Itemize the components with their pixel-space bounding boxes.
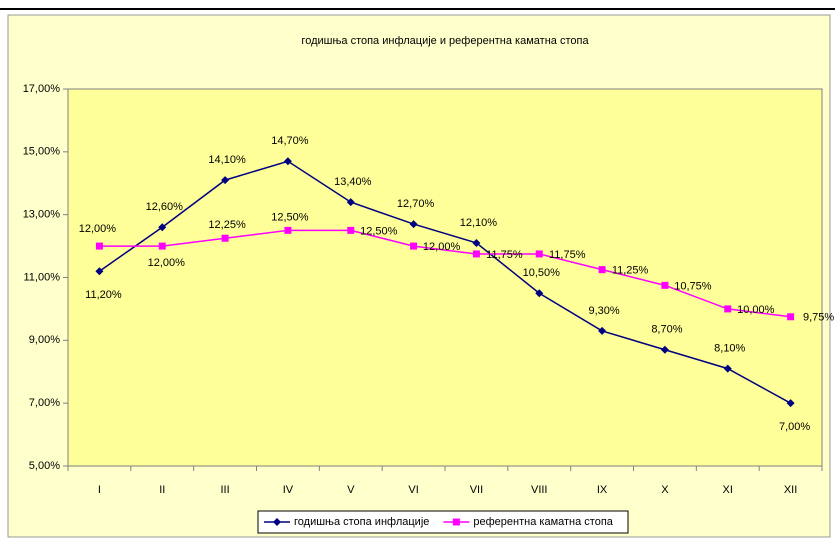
y-tick-label: 13,00% — [23, 209, 61, 221]
chart-title: годишња стопа инфлације и референтна кам… — [301, 35, 589, 47]
x-tick-label: IV — [283, 484, 294, 496]
diamond-marker — [409, 220, 418, 229]
y-tick-label: 11,00% — [24, 271, 61, 283]
data-label: 12,25% — [208, 219, 246, 231]
data-label: 11,75% — [549, 249, 586, 261]
diamond-marker — [221, 176, 230, 185]
data-label: 12,00% — [423, 241, 461, 253]
x-tick-label: IX — [597, 484, 608, 496]
x-tick-label: VI — [408, 484, 418, 496]
data-label: 12,00% — [148, 257, 186, 269]
data-label: 9,75% — [803, 312, 834, 324]
square-marker — [787, 313, 795, 321]
y-tick-label: 17,00% — [23, 83, 61, 95]
data-label: 11,20% — [85, 289, 122, 301]
legend-box — [257, 510, 629, 534]
data-label: 13,40% — [334, 176, 372, 188]
square-marker — [724, 305, 732, 313]
square-marker — [95, 242, 103, 250]
square-marker — [347, 226, 355, 234]
data-label: 8,10% — [714, 343, 745, 355]
plot-area — [67, 88, 823, 467]
square-marker — [472, 250, 480, 258]
y-tick-label: 7,00% — [29, 397, 60, 409]
x-tick-label: III — [220, 484, 229, 496]
data-label: 7,00% — [779, 421, 810, 433]
diamond-marker — [598, 326, 607, 335]
square-marker — [158, 242, 166, 250]
series-line — [99, 229, 791, 318]
square-marker — [661, 281, 669, 289]
x-tick-label: XI — [723, 484, 733, 496]
diamond-marker — [346, 198, 355, 207]
y-tick-label: 15,00% — [23, 146, 61, 158]
x-tick-label: V — [347, 484, 355, 496]
data-label: 11,75% — [486, 249, 523, 261]
data-label: 12,00% — [79, 223, 117, 235]
data-label: 12,60% — [146, 201, 184, 213]
diamond-marker — [660, 345, 669, 354]
data-label: 10,50% — [523, 267, 561, 279]
x-tick-label: XII — [784, 484, 797, 496]
data-label: 10,00% — [737, 304, 775, 316]
diamond-marker — [472, 238, 481, 247]
diamond-marker — [95, 267, 104, 276]
y-tick-label: 5,00% — [29, 460, 60, 472]
data-label: 14,70% — [271, 135, 309, 147]
x-tick-label: I — [98, 484, 101, 496]
data-label: 12,10% — [460, 217, 498, 229]
square-marker — [221, 234, 229, 242]
x-tick-label: X — [661, 484, 669, 496]
x-tick-label: VIII — [531, 484, 548, 496]
square-marker — [410, 242, 418, 250]
diamond-marker — [786, 399, 795, 408]
legend-label: годишња стопа инфлације — [294, 516, 429, 528]
square-marker — [284, 226, 292, 234]
data-label: 8,70% — [651, 324, 682, 336]
data-label: 10,75% — [674, 280, 712, 292]
data-label: 11,25% — [612, 265, 649, 277]
data-label: 12,70% — [397, 198, 435, 210]
data-label: 12,50% — [360, 225, 398, 237]
data-label: 12,50% — [271, 211, 309, 223]
diamond-marker — [723, 364, 732, 373]
diamond-marker — [158, 223, 167, 232]
square-marker — [535, 250, 543, 258]
square-marker — [598, 266, 606, 274]
diamond-marker — [283, 157, 292, 166]
square-marker — [452, 518, 460, 526]
data-label: 9,30% — [588, 305, 619, 317]
legend-label: референтна каматна стопа — [473, 516, 613, 528]
x-tick-label: VII — [470, 484, 483, 496]
y-tick-label: 9,00% — [29, 334, 60, 346]
series-line — [98, 160, 791, 404]
diamond-marker — [273, 518, 281, 526]
x-tick-label: II — [159, 484, 165, 496]
data-label: 14,10% — [208, 154, 246, 166]
diamond-marker — [535, 289, 544, 298]
